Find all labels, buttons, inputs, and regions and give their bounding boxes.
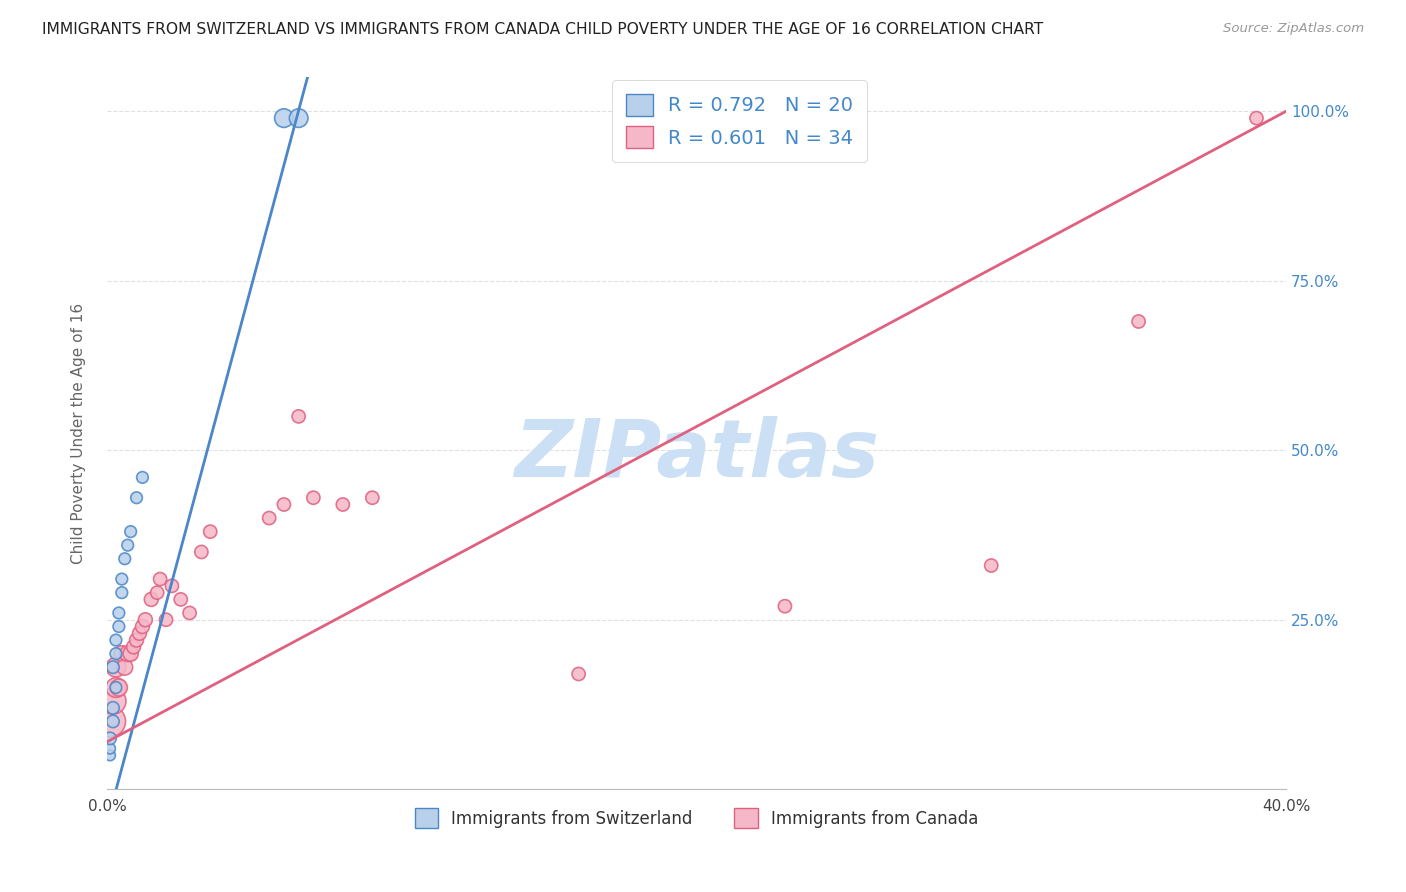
Text: ZIPatlas: ZIPatlas [515,416,879,493]
Point [160,579,183,593]
Point [104,681,127,695]
Point [120,647,142,661]
Point [190,545,212,559]
Point [170,592,193,607]
Point [111,585,134,599]
Point [104,681,127,695]
Point [98,741,121,756]
Point [104,633,127,648]
Point [134,613,156,627]
Point [98,731,121,746]
Point [287,111,309,125]
Point [287,409,309,424]
Point [117,647,139,661]
Point [980,558,1002,573]
Point [131,470,153,484]
Point [108,606,131,620]
Point [773,599,796,614]
Point [179,606,201,620]
Point [302,491,325,505]
Text: Source: ZipAtlas.com: Source: ZipAtlas.com [1223,22,1364,36]
Legend: Immigrants from Switzerland, Immigrants from Canada: Immigrants from Switzerland, Immigrants … [408,802,986,834]
Point [111,572,134,586]
Point [122,640,145,654]
Point [101,701,124,715]
Point [125,633,148,648]
Point [200,524,222,539]
Point [98,714,121,729]
Point [257,511,280,525]
Point [131,619,153,633]
Point [1128,314,1150,328]
Point [117,538,139,552]
Point [273,111,295,125]
Y-axis label: Child Poverty Under the Age of 16: Child Poverty Under the Age of 16 [72,302,86,564]
Point [104,660,127,674]
Point [146,585,169,599]
Point [108,619,131,633]
Point [120,524,142,539]
Point [332,498,354,512]
Point [114,660,136,674]
Point [149,572,172,586]
Point [155,613,177,627]
Point [111,647,134,661]
Point [1246,111,1268,125]
Point [104,647,127,661]
Point [128,626,150,640]
Point [273,498,295,512]
Point [108,681,131,695]
Text: IMMIGRANTS FROM SWITZERLAND VS IMMIGRANTS FROM CANADA CHILD POVERTY UNDER THE AG: IMMIGRANTS FROM SWITZERLAND VS IMMIGRANT… [42,22,1043,37]
Point [101,694,124,708]
Point [98,748,121,763]
Point [101,714,124,729]
Point [125,491,148,505]
Point [114,551,136,566]
Point [141,592,163,607]
Point [568,667,591,681]
Point [361,491,384,505]
Point [101,660,124,674]
